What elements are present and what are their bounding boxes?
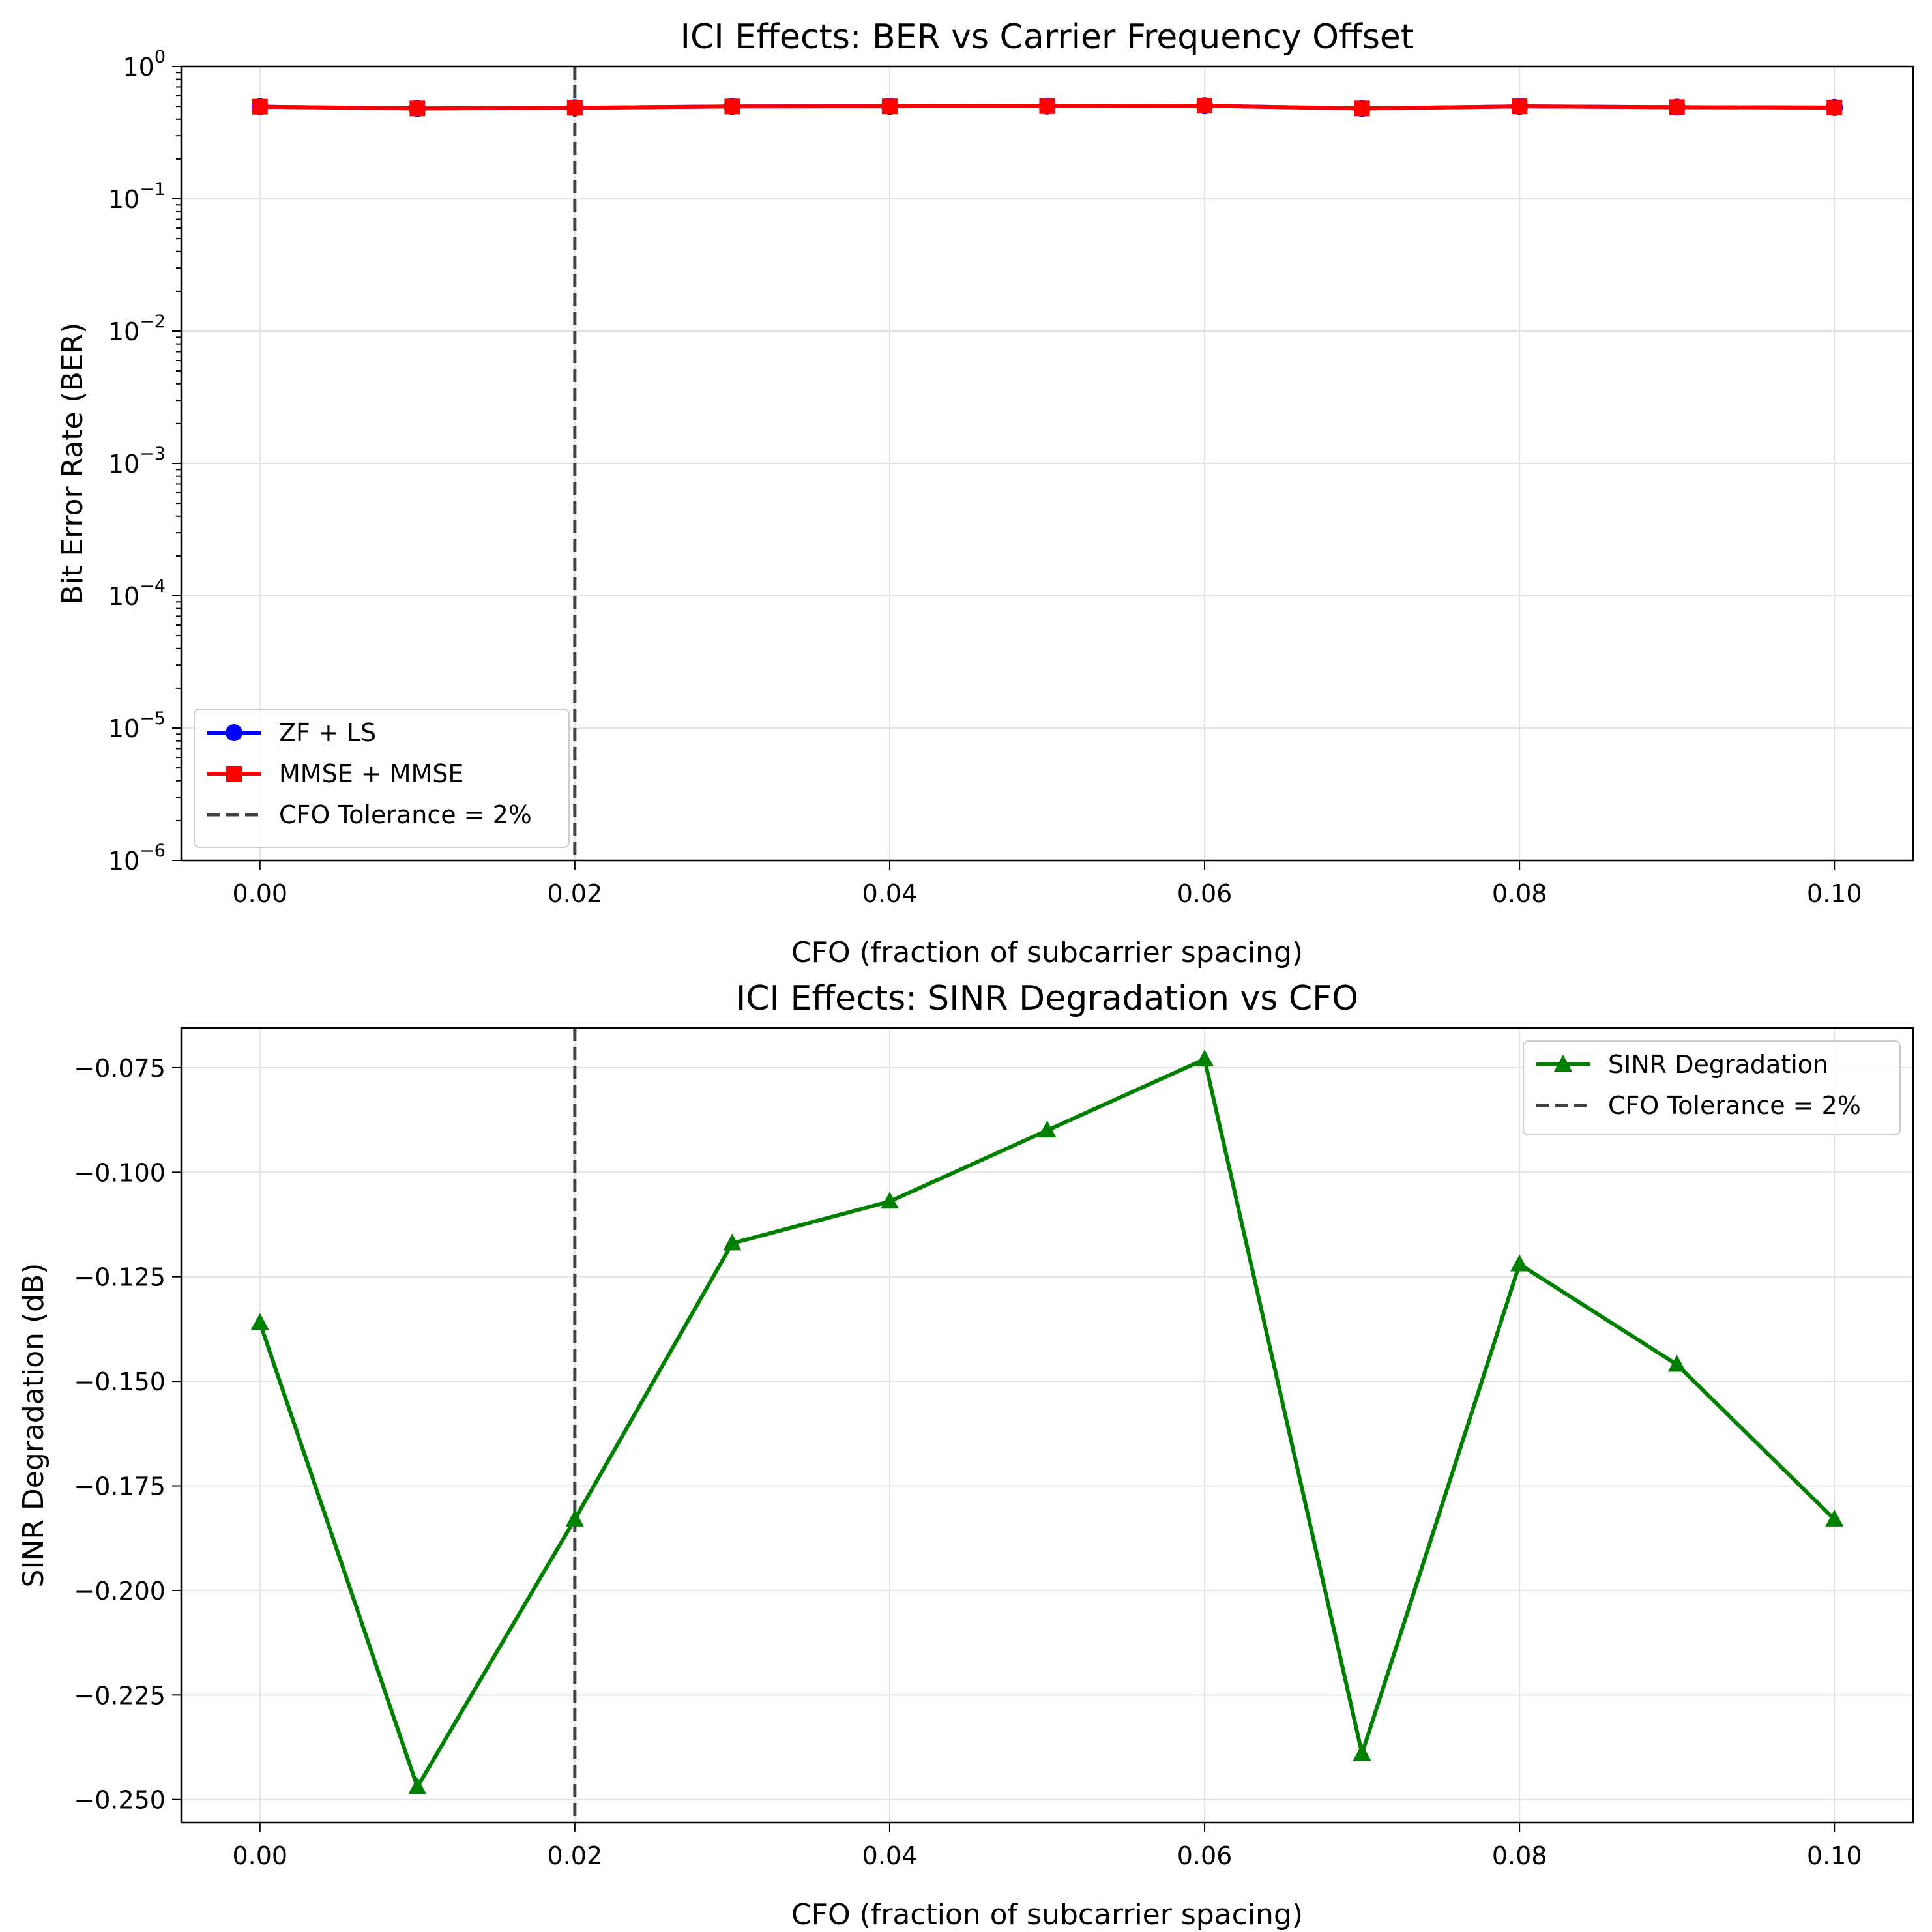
legend-label: ZF + LS — [279, 718, 376, 747]
chart-title: ICI Effects: BER vs Carrier Frequency Of… — [681, 18, 1414, 57]
chart-title: ICI Effects: SINR Degradation vs CFO — [736, 979, 1358, 1018]
data-point-1 — [1039, 98, 1055, 114]
data-point-0 — [565, 1509, 584, 1527]
y-tick-label: 10−4 — [108, 576, 166, 611]
legend-label: CFO Tolerance = 2% — [279, 800, 532, 829]
legend-box — [1523, 1040, 1901, 1135]
x-tick-label: 0.04 — [862, 1841, 918, 1870]
y-tick-label-exponent: −2 — [139, 312, 166, 332]
y-tick-label: 10−1 — [108, 179, 166, 214]
y-tick-label-exponent: −3 — [139, 444, 166, 464]
legend-box — [194, 709, 570, 848]
y-tick-label-exponent: −4 — [139, 576, 166, 596]
y-tick-label: 100 — [123, 47, 166, 81]
data-point-0 — [723, 1233, 742, 1251]
y-tick-label-exponent: −6 — [139, 841, 166, 861]
legend-label: SINR Degradation — [1608, 1050, 1828, 1079]
x-tick-label: 0.08 — [1492, 879, 1547, 908]
data-point-1 — [1354, 100, 1370, 117]
data-point-1 — [409, 100, 426, 117]
plot-frame — [180, 65, 1914, 862]
y-axis-label: Bit Error Rate (BER) — [56, 323, 89, 605]
data-point-1 — [881, 98, 898, 115]
y-tick-label-exponent: −5 — [139, 709, 166, 729]
legend-label: MMSE + MMSE — [279, 759, 463, 788]
sinr-chart: ICI Effects: SINR Degradation vs CFO CFO … — [17, 979, 1914, 1931]
x-tick-label: 0.02 — [548, 1841, 603, 1870]
y-tick-label: −0.100 — [74, 1158, 166, 1187]
y-tick-label-base: 10 — [123, 53, 154, 81]
x-tick-label: 0.00 — [232, 1841, 287, 1870]
data-point-0 — [1038, 1120, 1057, 1138]
y-tick-label: 10−5 — [108, 709, 166, 743]
y-tick-label: −0.150 — [74, 1368, 166, 1396]
x-tick-label: 0.06 — [1177, 879, 1233, 908]
y-axis-label: SINR Degradation (dB) — [17, 1263, 50, 1588]
y-tick-label: −0.125 — [74, 1263, 166, 1292]
legend-label: CFO Tolerance = 2% — [1608, 1091, 1861, 1120]
x-tick-label: 0.06 — [1177, 1841, 1233, 1870]
legend-swatch-marker — [1554, 1055, 1572, 1072]
y-tick-label: 10−2 — [108, 312, 166, 346]
y-tick-label-base: 10 — [108, 714, 139, 743]
data-point-1 — [1197, 98, 1213, 114]
y-tick-label-exponent: 0 — [154, 47, 166, 67]
data-point-0 — [1353, 1744, 1371, 1761]
legend-swatch-marker — [226, 766, 242, 782]
y-tick-label: −0.175 — [74, 1472, 166, 1501]
x-axis-label: CFO (fraction of subcarrier spacing) — [791, 1898, 1303, 1931]
y-tick-label: −0.225 — [74, 1681, 166, 1710]
y-tick-label: −0.250 — [74, 1786, 166, 1815]
x-tick-label: 0.02 — [548, 879, 603, 908]
x-tick-label: 0.08 — [1492, 1841, 1547, 1870]
data-point-1 — [724, 98, 740, 115]
x-tick-label: 0.10 — [1807, 879, 1862, 908]
y-tick-label-base: 10 — [108, 185, 139, 214]
ber-chart: ICI Effects: BER vs Carrier Frequency Of… — [56, 18, 1914, 969]
plot-frame — [180, 1027, 1914, 1824]
y-tick-label: 10−3 — [108, 444, 166, 478]
y-tick-label-base: 10 — [108, 847, 139, 875]
data-point-1 — [1826, 99, 1843, 115]
y-tick-label: −0.075 — [74, 1054, 166, 1083]
data-point-0 — [408, 1777, 427, 1794]
data-point-1 — [252, 98, 268, 115]
y-tick-label-base: 10 — [108, 582, 139, 611]
data-point-0 — [1667, 1354, 1686, 1372]
data-point-1 — [1512, 98, 1528, 115]
y-tick-label-base: 10 — [108, 317, 139, 346]
data-point-0 — [1510, 1254, 1529, 1272]
data-point-1 — [1669, 99, 1685, 115]
y-tick-label: 10−6 — [108, 841, 166, 875]
y-tick-label: −0.200 — [74, 1577, 166, 1605]
data-point-1 — [566, 100, 583, 116]
data-point-0 — [880, 1192, 899, 1209]
data-point-0 — [250, 1313, 269, 1330]
x-tick-label: 0.00 — [232, 879, 287, 908]
legend-swatch-marker — [226, 724, 242, 741]
y-tick-label-base: 10 — [108, 450, 139, 478]
data-point-0 — [1825, 1509, 1844, 1527]
x-tick-label: 0.04 — [862, 879, 918, 908]
x-tick-label: 0.10 — [1807, 1841, 1862, 1870]
y-tick-label-exponent: −1 — [139, 179, 166, 199]
x-axis-label: CFO (fraction of subcarrier spacing) — [791, 936, 1303, 969]
data-point-0 — [1195, 1049, 1214, 1067]
